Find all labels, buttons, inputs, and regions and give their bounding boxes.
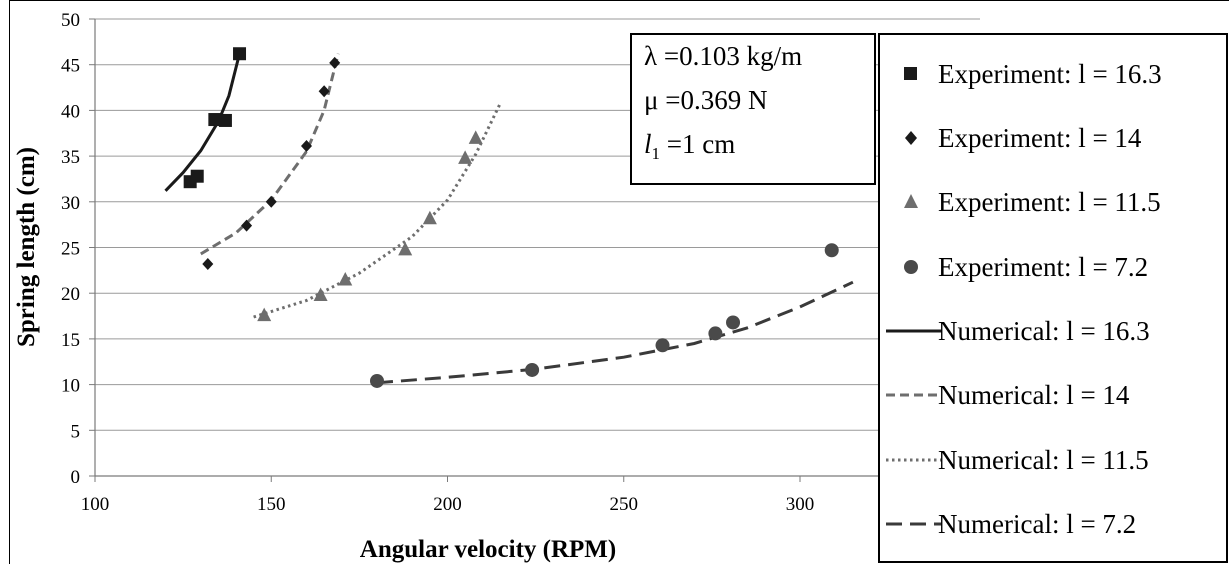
x-axis-label: Angular velocity (RPM) bbox=[360, 536, 616, 563]
circle-marker-icon bbox=[904, 260, 918, 274]
triangle-marker bbox=[422, 210, 437, 225]
triangle-marker bbox=[458, 150, 473, 164]
square-marker-icon bbox=[904, 67, 917, 80]
annotation-l1-value: =1 cm bbox=[660, 129, 736, 159]
circle-marker bbox=[370, 373, 384, 388]
y-tick-label: 30 bbox=[61, 193, 80, 214]
x-tick-label: 100 bbox=[81, 494, 110, 515]
square-marker bbox=[208, 113, 222, 127]
legend-label: Experiment: l = 7.2 bbox=[938, 252, 1149, 282]
legend: Experiment: l = 16.3 Experiment: l = 14 … bbox=[878, 33, 1228, 563]
legend-item-num-7-2: Numerical: l = 7.2 bbox=[880, 505, 1226, 545]
legend-label: Numerical: l = 7.2 bbox=[938, 509, 1137, 539]
dotted-line-icon bbox=[886, 458, 942, 462]
legend-label: Numerical: l = 11.5 bbox=[938, 445, 1149, 475]
x-tick-label: 300 bbox=[786, 494, 815, 515]
diamond-marker bbox=[241, 219, 253, 232]
numerical-curve-7 bbox=[376, 280, 854, 385]
long-dash-line-icon bbox=[886, 522, 942, 526]
annotation-l1-subscript: 1 bbox=[651, 144, 661, 163]
circle-marker bbox=[655, 338, 670, 353]
legend-label: Experiment: l = 11.5 bbox=[938, 187, 1161, 217]
legend-label: Numerical: l = 16.3 bbox=[938, 316, 1150, 346]
legend-item-num-16-3: Numerical: l = 16.3 bbox=[880, 312, 1226, 352]
y-tick-label: 5 bbox=[71, 421, 81, 442]
legend-item-exp-7-2: Experiment: l = 7.2 bbox=[880, 248, 1226, 288]
circle-marker bbox=[525, 362, 540, 377]
numerical-curve-4 bbox=[164, 53, 241, 192]
triangle-marker bbox=[313, 287, 328, 302]
y-axis-label: Spring length (cm) bbox=[13, 147, 40, 347]
triangle-marker bbox=[398, 241, 413, 256]
numerical-curve-5 bbox=[200, 53, 340, 256]
y-tick-label: 35 bbox=[61, 147, 80, 168]
triangle-marker-icon bbox=[904, 194, 918, 208]
dashed-line-icon bbox=[886, 393, 942, 397]
y-tick-label: 50 bbox=[61, 10, 80, 31]
diamond-marker bbox=[202, 257, 214, 270]
circle-marker bbox=[824, 243, 839, 258]
triangle-marker bbox=[257, 307, 272, 322]
parameter-annotation-box: λ =0.103 kg/m μ =0.369 N l1 =1 cm bbox=[630, 33, 876, 185]
legend-item-exp-14: Experiment: l = 14 bbox=[880, 119, 1226, 159]
diamond-marker bbox=[318, 85, 330, 98]
circle-marker bbox=[726, 315, 741, 330]
circle-marker bbox=[708, 326, 723, 341]
y-tick-label: 25 bbox=[61, 239, 80, 260]
annotation-l1-symbol: l bbox=[644, 129, 652, 159]
diamond-marker-icon bbox=[905, 131, 917, 145]
triangle-marker bbox=[468, 130, 483, 144]
y-tick-label: 45 bbox=[61, 56, 80, 77]
square-marker bbox=[233, 47, 247, 61]
diamond-marker bbox=[329, 56, 341, 69]
y-tick-label: 0 bbox=[71, 467, 81, 488]
solid-line-icon bbox=[886, 329, 942, 333]
annotation-mu: μ =0.369 N bbox=[644, 85, 768, 115]
legend-label: Numerical: l = 14 bbox=[938, 380, 1130, 410]
legend-item-exp-16-3: Experiment: l = 16.3 bbox=[880, 55, 1226, 95]
y-tick-label: 15 bbox=[61, 330, 80, 351]
square-marker bbox=[190, 169, 204, 183]
triangle-marker bbox=[338, 271, 353, 286]
legend-item-exp-11-5: Experiment: l = 11.5 bbox=[880, 183, 1226, 223]
annotation-l1: l1 =1 cm bbox=[644, 129, 735, 164]
y-tick-label: 10 bbox=[61, 376, 80, 397]
legend-item-num-11-5: Numerical: l = 11.5 bbox=[880, 441, 1226, 481]
square-marker bbox=[218, 113, 232, 127]
x-tick-label: 150 bbox=[257, 494, 286, 515]
legend-item-num-14: Numerical: l = 14 bbox=[880, 376, 1226, 416]
y-tick-label: 20 bbox=[61, 284, 80, 305]
legend-label: Experiment: l = 16.3 bbox=[938, 59, 1162, 89]
x-tick-label: 200 bbox=[433, 494, 462, 515]
numerical-curve-6 bbox=[253, 102, 502, 319]
legend-label: Experiment: l = 14 bbox=[938, 123, 1142, 153]
x-tick-label: 250 bbox=[610, 494, 639, 515]
annotation-lambda: λ =0.103 kg/m bbox=[644, 41, 803, 71]
diamond-marker bbox=[265, 195, 277, 208]
y-tick-label: 40 bbox=[61, 101, 80, 122]
diamond-marker bbox=[301, 140, 312, 153]
